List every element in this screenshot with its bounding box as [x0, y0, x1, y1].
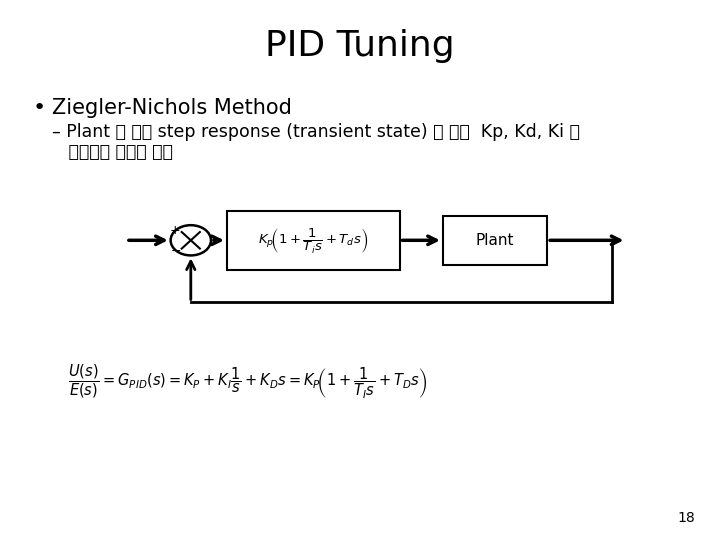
- Text: $K_p\!\left(1+\dfrac{1}{T_i s}+T_d s\right)$: $K_p\!\left(1+\dfrac{1}{T_i s}+T_d s\rig…: [258, 226, 368, 255]
- Text: Plant: Plant: [476, 233, 514, 248]
- Text: $\dfrac{U(s)}{E(s)}=G_{PID}(s)=K_P+K_I\dfrac{1}{s}+K_D s=K_P\!\left(1+\dfrac{1}{: $\dfrac{U(s)}{E(s)}=G_{PID}(s)=K_P+K_I\d…: [68, 362, 428, 400]
- Text: Ziegler-Nichols Method: Ziegler-Nichols Method: [52, 98, 292, 118]
- Bar: [227, 211, 400, 270]
- Text: +: +: [170, 224, 180, 237]
- Text: – Plant 에 대한 step response (transient state) 로 부터  Kp, Kd, Ki 를: – Plant 에 대한 step response (transient st…: [52, 123, 580, 141]
- Text: 18: 18: [677, 511, 695, 525]
- Text: •: •: [32, 98, 45, 118]
- Bar: [443, 216, 547, 265]
- Text: −: −: [171, 245, 181, 258]
- Text: PID Tuning: PID Tuning: [265, 29, 455, 63]
- Text: 설정하는 실험적 방법: 설정하는 실험적 방법: [52, 143, 173, 161]
